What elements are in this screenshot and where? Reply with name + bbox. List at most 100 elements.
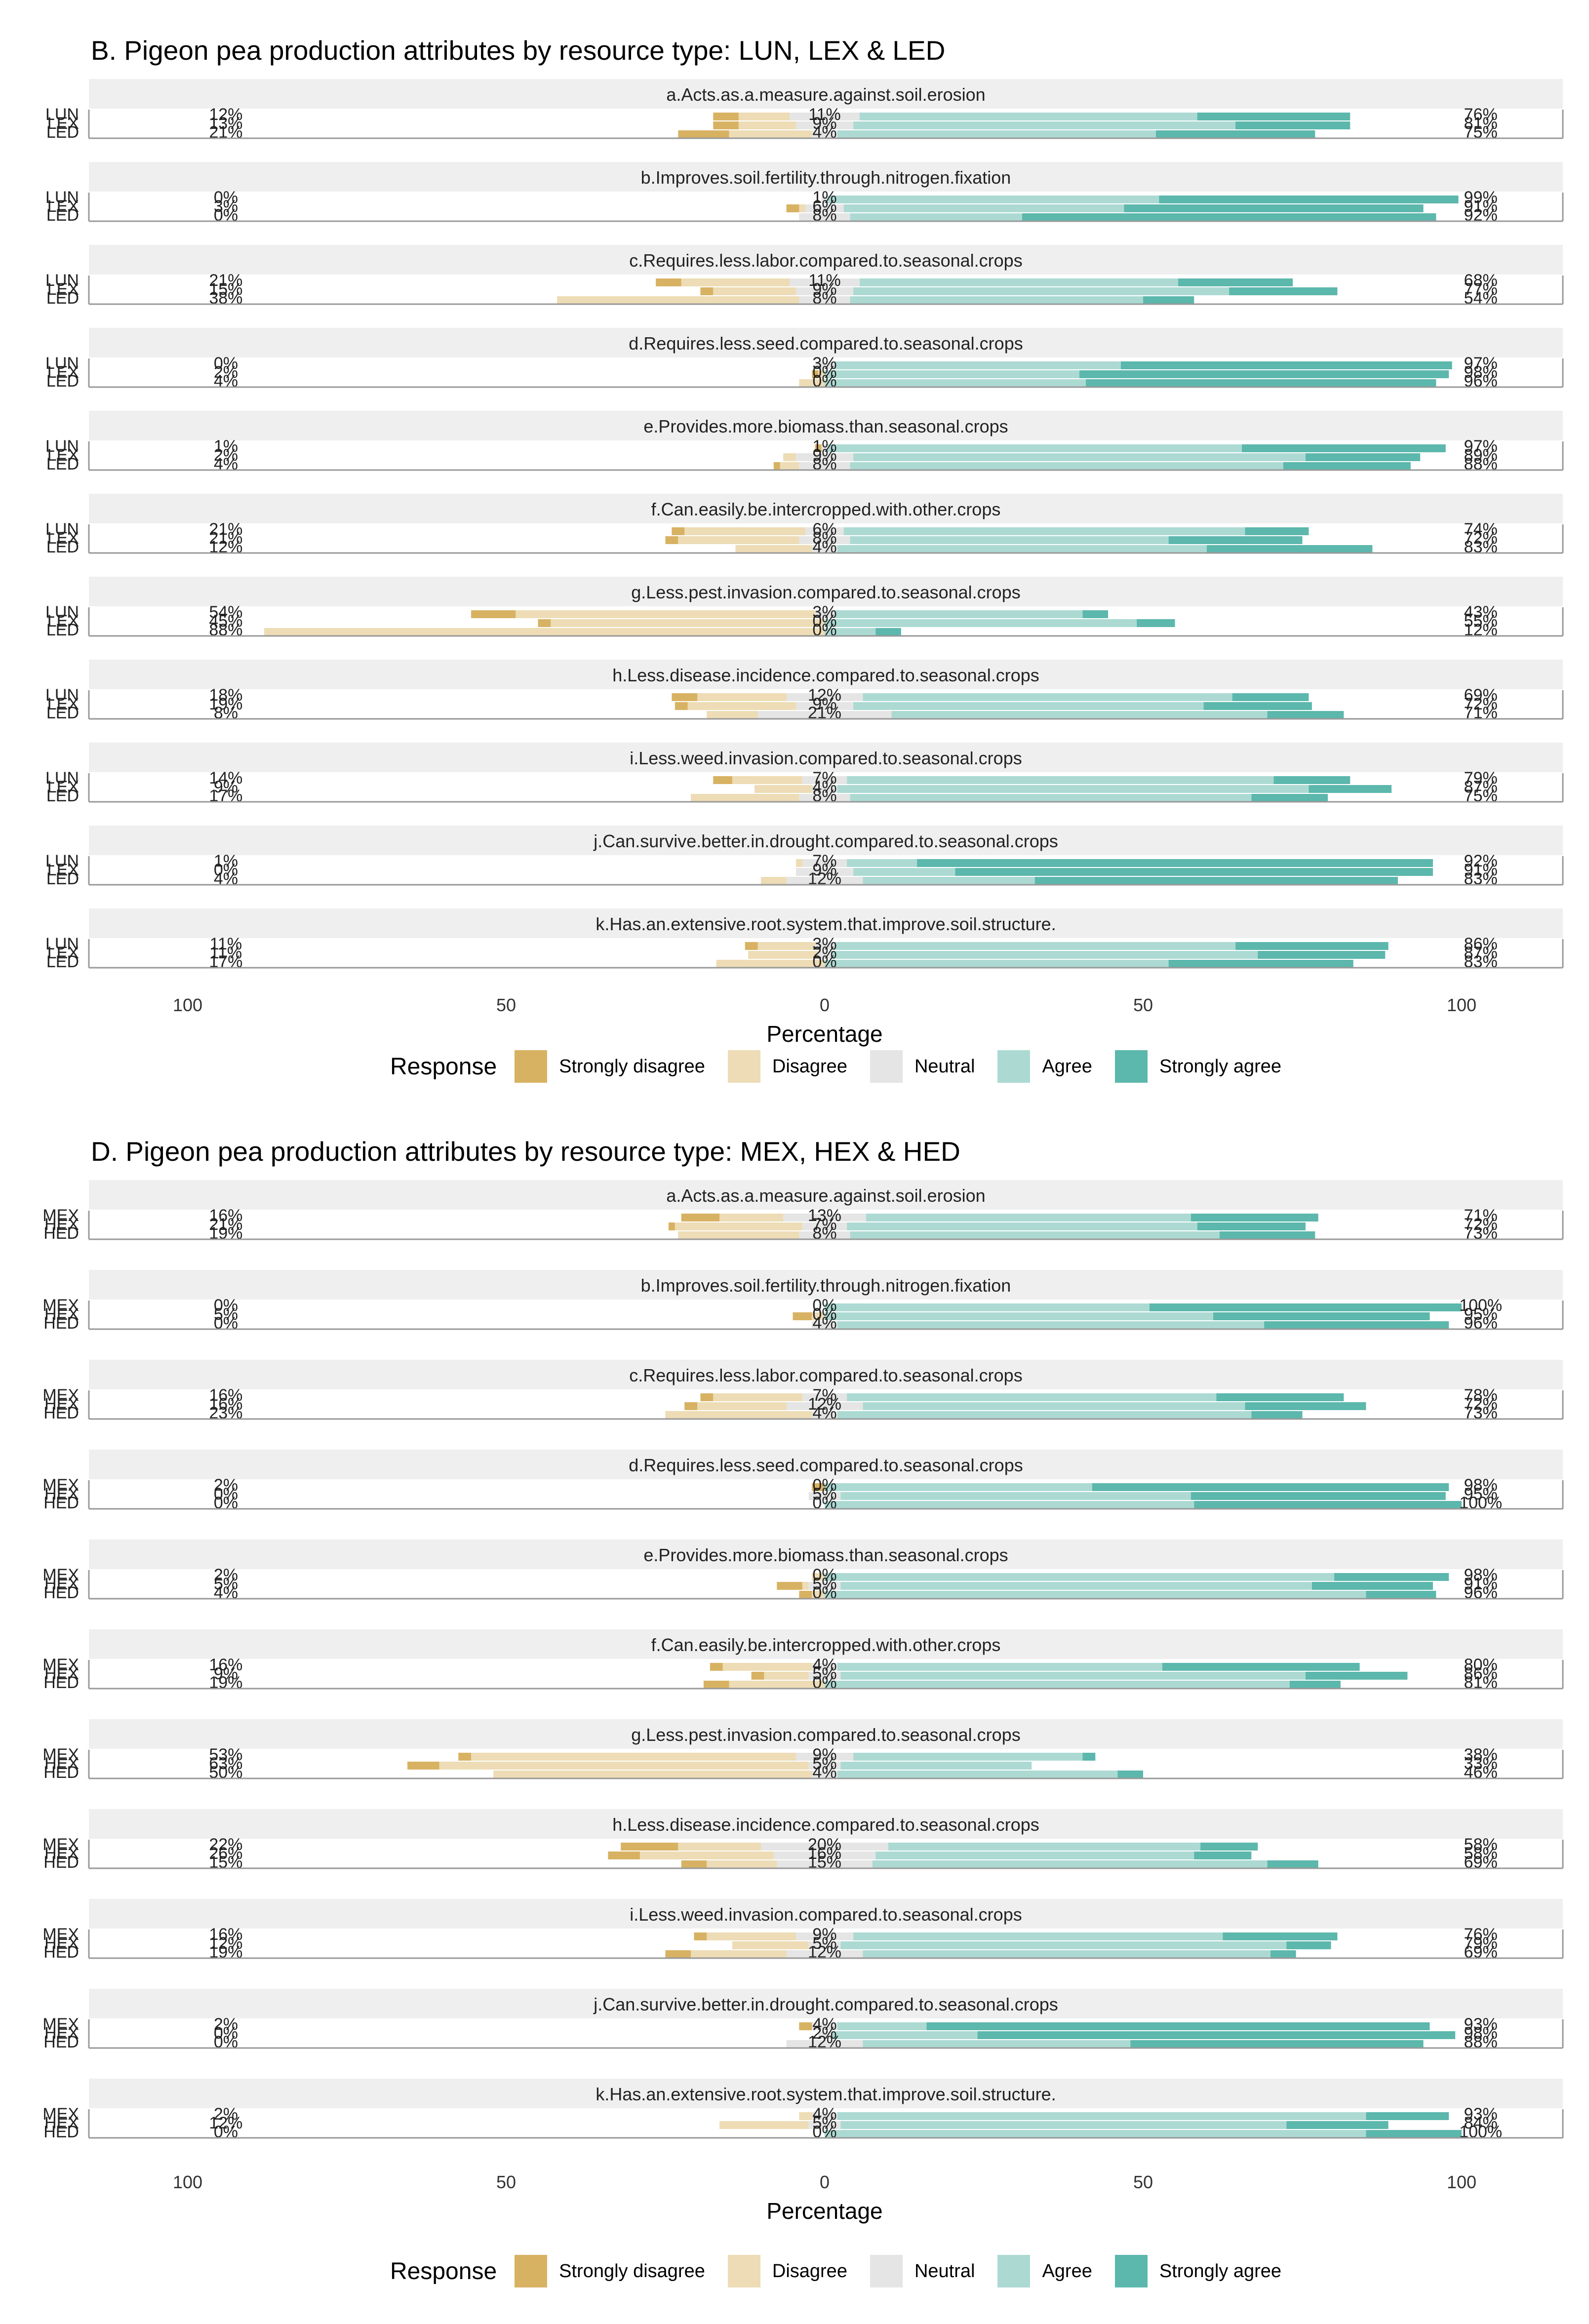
- group-label: LUN: [45, 271, 79, 290]
- bar-strongly-agree: [917, 859, 1433, 867]
- facet-label: j.Can.survive.better.in.drought.compared…: [593, 1994, 1058, 2014]
- facet-strip: [89, 1539, 1563, 1569]
- bar-agree: [825, 1312, 1213, 1320]
- bar-agree: [837, 130, 1156, 138]
- pct-neutral-label: 4%: [812, 2015, 836, 2034]
- facet: f.Can.easily.be.intercropped.with.other.…: [42, 1629, 1564, 1692]
- bar-agree: [853, 702, 1204, 710]
- group-label: LUN: [45, 354, 79, 373]
- bar-neutral: [821, 196, 828, 203]
- bar-disagree: [678, 1231, 799, 1239]
- facet-label: h.Less.disease.incidence.compared.to.sea…: [612, 1814, 1039, 1835]
- bar-strongly-agree: [1267, 711, 1344, 719]
- pct-disagree-label: 9%: [214, 778, 238, 796]
- pct-disagree-label: 1%: [214, 437, 238, 456]
- pct-agree-label: 81%: [1464, 114, 1498, 133]
- group-label: LEX: [47, 861, 79, 879]
- facet-strip: [89, 494, 1563, 523]
- pct-disagree-label: 16%: [209, 1386, 242, 1405]
- pct-disagree-label: 26%: [209, 1844, 242, 1863]
- legend-label-disagree: Disagree: [772, 1056, 847, 1077]
- bar-disagree: [738, 113, 790, 120]
- bar-neutral: [808, 1762, 841, 1770]
- pct-neutral-label: 9%: [812, 695, 836, 713]
- pct-neutral-label: 8%: [812, 529, 836, 548]
- bar-strongly-agree: [1245, 527, 1309, 535]
- group-label: HED: [43, 1494, 79, 1512]
- bar-strongly-disagree: [751, 1672, 764, 1680]
- legend-label-strongly-agree: Strongly agree: [1159, 2260, 1282, 2282]
- group-label: LEX: [47, 363, 79, 382]
- facet: k.Has.an.extensive.root.system.that.impr…: [42, 2079, 1564, 2141]
- bar-disagree: [687, 702, 796, 710]
- bar-neutral: [808, 1582, 841, 1590]
- pct-agree-label: 98%: [1464, 1566, 1498, 1584]
- facet-strip: [89, 1180, 1563, 1210]
- bar-disagree: [735, 545, 812, 553]
- facet-strip: [89, 411, 1563, 440]
- bar-strongly-disagree: [713, 776, 732, 784]
- facet-label: g.Less.pest.invasion.compared.to.seasona…: [631, 1725, 1020, 1745]
- bar-strongly-agree: [1245, 1402, 1366, 1410]
- pct-neutral-label: 7%: [812, 1386, 836, 1405]
- bar-neutral: [786, 1402, 863, 1410]
- bar-strongly-disagree: [700, 287, 714, 295]
- legend-label-neutral: Neutral: [914, 2260, 975, 2282]
- group-label: HEX: [44, 1575, 79, 1593]
- bar-strongly-disagree: [799, 2022, 812, 2030]
- bar-neutral: [757, 711, 892, 719]
- bar-agree: [840, 1492, 1191, 1500]
- bar-agree: [843, 527, 1245, 535]
- bar-strongly-disagree: [471, 610, 516, 618]
- bar-neutral: [802, 1393, 847, 1401]
- pct-disagree-label: 21%: [209, 520, 242, 539]
- pct-disagree-label: 13%: [209, 114, 242, 133]
- bar-strongly-disagree: [700, 1393, 714, 1401]
- bar-strongly-disagree: [608, 1851, 640, 1859]
- x-axis-title: Percentage: [766, 1021, 882, 1047]
- bar-neutral: [799, 1231, 850, 1239]
- facet-strip: [89, 2079, 1563, 2108]
- pct-neutral-label: 1%: [812, 188, 836, 207]
- pct-agree-label: 72%: [1464, 1395, 1498, 1414]
- bar-strongly-agree: [1251, 794, 1328, 802]
- bar-neutral: [790, 113, 860, 120]
- bar-neutral: [815, 610, 834, 618]
- legend-label-agree: Agree: [1042, 2260, 1092, 2282]
- pct-neutral-label: 6%: [812, 197, 836, 216]
- bar-neutral: [795, 702, 854, 710]
- legend: Response Strongly disagree Disagree Neut…: [390, 2251, 1304, 2291]
- bar-agree: [825, 2130, 1366, 2138]
- bar-agree: [863, 877, 1035, 885]
- bar-strongly-disagree: [815, 444, 822, 452]
- bar-strongly-agree: [1334, 1573, 1449, 1581]
- pct-disagree-label: 2%: [214, 1566, 238, 1584]
- x-axis-title: Percentage: [766, 2198, 882, 2224]
- group-label: HED: [43, 1853, 79, 1872]
- bar-agree: [825, 370, 1079, 378]
- bar-strongly-disagree: [407, 1762, 439, 1770]
- bar-strongly-disagree: [812, 370, 819, 378]
- group-label: MEX: [42, 1206, 79, 1225]
- bar-disagree: [729, 1681, 825, 1689]
- bar-strongly-agree: [1283, 462, 1411, 470]
- pct-agree-label: 33%: [1464, 1754, 1498, 1773]
- pct-neutral-label: 9%: [812, 1925, 836, 1944]
- group-label: HED: [43, 1404, 79, 1422]
- bar-agree: [853, 1932, 1223, 1940]
- facet-label: e.Provides.more.biomass.than.seasonal.cr…: [643, 416, 1008, 436]
- facet: d.Requires.less.seed.compared.to.seasona…: [45, 328, 1564, 391]
- facet-label: f.Can.easily.be.intercropped.with.other.…: [651, 1635, 1001, 1655]
- bar-disagree: [639, 1851, 774, 1859]
- group-label: LED: [46, 869, 79, 888]
- bar-agree: [850, 794, 1252, 802]
- bar-strongly-disagree: [672, 527, 685, 535]
- bar-strongly-disagree: [713, 121, 739, 129]
- legend-swatch-strongly-agree: [1114, 2255, 1148, 2287]
- bar-disagree: [783, 453, 796, 461]
- bar-neutral: [812, 2022, 837, 2030]
- facet: j.Can.survive.better.in.drought.compared…: [45, 826, 1564, 888]
- pct-neutral-label: 2%: [812, 944, 836, 962]
- pct-agree-label: 95%: [1464, 1485, 1498, 1503]
- group-label: LED: [46, 289, 79, 308]
